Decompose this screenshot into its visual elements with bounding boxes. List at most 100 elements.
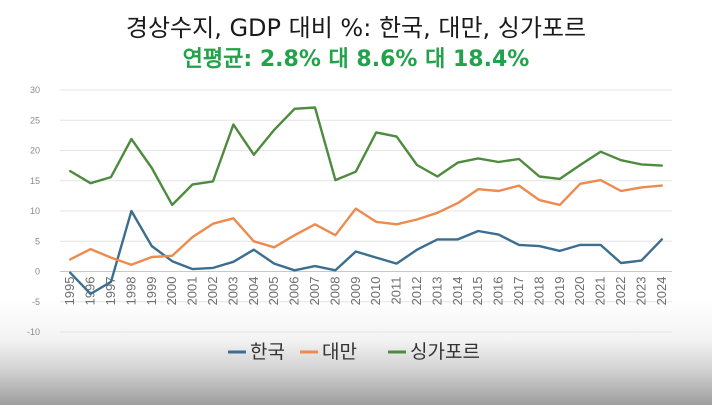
data-point [415, 248, 419, 252]
data-point [313, 106, 317, 110]
y-tick-label: 30 [30, 85, 40, 95]
data-point [639, 259, 643, 263]
data-point [354, 250, 358, 254]
legend-label: 싱가포르 [410, 341, 480, 363]
data-point [89, 181, 93, 185]
data-point [293, 233, 297, 237]
y-tick-label: -5 [32, 297, 40, 307]
x-tick-label: 2012 [409, 277, 424, 306]
data-point [68, 169, 72, 173]
data-point [558, 177, 562, 181]
data-point [456, 201, 460, 205]
data-point [191, 182, 195, 186]
data-point [395, 222, 399, 226]
data-point [354, 170, 358, 174]
data-point [313, 264, 317, 268]
data-point [272, 245, 276, 249]
series-line-3 [68, 106, 663, 207]
x-tick-label: 2011 [389, 277, 404, 305]
x-tick-label: 2002 [205, 277, 220, 306]
data-point [639, 162, 643, 166]
x-tick-label: 2018 [531, 277, 546, 306]
data-point [170, 203, 174, 207]
legend: 한국 대만 싱가포르 [228, 341, 480, 363]
data-point [211, 222, 215, 226]
data-point [68, 257, 72, 261]
x-tick-label: 2016 [491, 276, 506, 305]
data-point [129, 137, 133, 141]
data-point [374, 130, 378, 134]
x-tick-label: 2004 [246, 277, 261, 306]
data-point [476, 229, 480, 233]
data-point [415, 163, 419, 167]
x-tick-label: 2008 [327, 277, 342, 306]
data-point [599, 150, 603, 154]
x-tick-label: 2019 [552, 277, 567, 306]
chart-title: 경상수지, GDP 대비 %: 한국, 대만, 싱가포르 [125, 14, 587, 42]
data-point [109, 175, 113, 179]
y-tick-label: 25 [30, 115, 40, 125]
data-point [231, 260, 235, 264]
data-point [374, 256, 378, 260]
data-point [170, 254, 174, 258]
data-point [415, 218, 419, 222]
data-point [619, 158, 623, 162]
data-point [395, 262, 399, 266]
data-point [272, 128, 276, 132]
data-point [191, 235, 195, 239]
data-point [170, 259, 174, 263]
x-tick-label: 2013 [429, 277, 444, 306]
data-point [211, 179, 215, 183]
x-tick-label: 2020 [572, 277, 587, 306]
data-point [68, 271, 72, 275]
data-point [558, 203, 562, 207]
x-tick-label: 2000 [164, 277, 179, 306]
data-point [537, 198, 541, 202]
x-tick-label: 1995 [62, 277, 77, 306]
data-point [354, 207, 358, 211]
data-point [497, 160, 501, 164]
data-point [497, 233, 501, 237]
data-point [191, 267, 195, 271]
y-tick-label: 0 [35, 267, 40, 277]
y-tick-label: 5 [35, 236, 40, 246]
data-point [252, 153, 256, 157]
data-point [456, 161, 460, 165]
data-point [619, 189, 623, 193]
data-point [272, 262, 276, 266]
data-point [313, 222, 317, 226]
data-point [293, 107, 297, 111]
x-tick-label: 2014 [450, 277, 465, 306]
data-point [660, 237, 664, 241]
x-tick-label: 2005 [266, 277, 281, 306]
data-point [660, 164, 664, 168]
data-point [578, 243, 582, 247]
x-tick-label: 1999 [144, 277, 159, 306]
data-point [333, 233, 337, 237]
data-point [476, 156, 480, 160]
data-point [578, 182, 582, 186]
x-tick-label: 2009 [348, 277, 363, 306]
x-tick-label: 2003 [225, 277, 240, 306]
x-tick-label: 2022 [613, 277, 628, 306]
data-point [150, 244, 154, 248]
data-point [660, 184, 664, 188]
data-point [476, 187, 480, 191]
x-tick-label: 2021 [593, 277, 608, 306]
x-tick-label: 2024 [654, 277, 669, 306]
data-point [558, 249, 562, 253]
legend-label: 대만 [322, 341, 357, 363]
y-axis: -10 -5 0 5 10 15 20 25 30 [27, 85, 40, 337]
x-tick-label: 2023 [633, 277, 648, 306]
data-point [252, 248, 256, 252]
y-tick-label: 10 [30, 206, 40, 216]
y-tick-label: 20 [30, 146, 40, 156]
data-point [435, 211, 439, 215]
data-point [578, 163, 582, 167]
data-point [599, 243, 603, 247]
data-point [129, 209, 133, 213]
x-tick-label: 2007 [307, 277, 322, 306]
data-point [639, 185, 643, 189]
